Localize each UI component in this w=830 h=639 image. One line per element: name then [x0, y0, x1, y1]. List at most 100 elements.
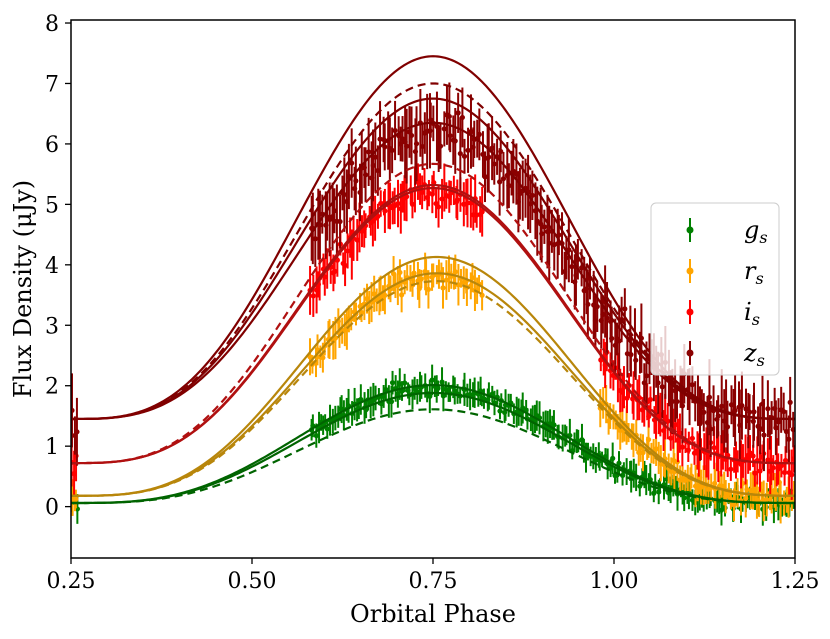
data-point	[752, 470, 758, 476]
data-point	[418, 276, 424, 282]
data-point	[674, 398, 680, 405]
legend-label: zs	[743, 339, 765, 370]
data-point	[689, 435, 695, 441]
legend-label-subscript: s	[755, 269, 763, 288]
legend-label-main: z	[743, 339, 757, 367]
x-tick-label: 1.00	[590, 569, 639, 594]
data-point	[529, 192, 535, 198]
data-point	[789, 472, 795, 478]
data-point	[640, 450, 646, 456]
legend-label-subscript: s	[752, 310, 760, 329]
data-point	[728, 466, 734, 472]
data-point	[437, 143, 444, 149]
model-curve-z-0	[71, 55, 795, 421]
y-axis-label: Flux Density (μJy)	[9, 180, 37, 398]
data-point	[482, 174, 488, 180]
data-point	[342, 262, 348, 269]
model-curve-i-1	[71, 162, 795, 465]
y-tick-label: 8	[45, 12, 59, 37]
data-point	[782, 457, 789, 464]
legend-box	[650, 202, 780, 376]
data-point	[665, 418, 671, 424]
data-point	[375, 213, 381, 219]
data-point	[465, 147, 471, 153]
legend-label-main: i	[744, 298, 752, 326]
axis-ticks: 0.25 0.50 0.75 1.00 1.25 0 1 2 3 4 5 6 7 8	[45, 12, 819, 594]
data-point	[71, 407, 75, 413]
data-point	[461, 153, 468, 159]
data-point	[659, 384, 665, 390]
data-point	[388, 399, 395, 405]
plot-content	[71, 55, 795, 526]
legend-entry-z: zs	[686, 339, 765, 370]
x-tick-label: 0.75	[409, 569, 458, 594]
data-point	[382, 208, 388, 214]
data-point	[389, 380, 396, 386]
model-curve-z-1	[71, 82, 795, 421]
data-point	[362, 172, 369, 178]
data-point	[616, 338, 622, 344]
data-point	[653, 446, 659, 452]
model-curve-r-0	[71, 255, 795, 497]
y-tick-label: 6	[45, 133, 59, 158]
data-point	[778, 463, 785, 469]
data-point	[790, 426, 795, 433]
data-point	[506, 183, 512, 189]
data-point	[452, 138, 458, 144]
data-point	[610, 455, 616, 461]
data-point	[498, 148, 504, 155]
data-point	[773, 425, 779, 431]
data-point	[546, 240, 552, 246]
legend-label-main: r	[744, 257, 757, 285]
legend-entry-i: is	[686, 298, 760, 329]
legend-marker	[686, 349, 694, 357]
data-point	[457, 150, 463, 157]
data-point	[440, 393, 446, 399]
data-point	[679, 403, 686, 409]
data-point	[399, 292, 405, 298]
data-point	[750, 453, 756, 459]
data-point	[402, 380, 408, 386]
data-point	[723, 494, 729, 500]
x-axis-label: Orbital Phase	[350, 600, 516, 628]
series-r-points	[71, 252, 795, 524]
x-tick-label: 1.25	[771, 569, 820, 594]
data-point	[443, 277, 450, 283]
data-point	[711, 445, 717, 451]
legend-label-subscript: s	[759, 228, 767, 247]
data-point	[706, 394, 713, 400]
data-point	[655, 380, 661, 386]
data-point	[628, 352, 634, 358]
data-point	[382, 144, 388, 150]
data-point	[770, 465, 776, 471]
series-z-models	[71, 55, 795, 421]
data-point	[708, 426, 714, 432]
data-point	[761, 432, 767, 438]
data-point	[332, 268, 338, 274]
data-point	[382, 292, 388, 298]
legend-label: rs	[744, 257, 764, 288]
data-point	[646, 413, 652, 420]
data-point	[392, 127, 398, 134]
data-point	[500, 176, 507, 182]
data-point	[397, 269, 403, 276]
data-point	[765, 406, 771, 412]
data-point	[757, 468, 763, 474]
data-point	[419, 189, 425, 195]
y-tick-label: 4	[45, 254, 59, 279]
data-point	[459, 114, 465, 121]
data-point	[775, 419, 782, 425]
data-point	[637, 483, 643, 489]
data-point	[383, 386, 389, 393]
series-g-models	[71, 384, 795, 505]
data-point	[313, 433, 319, 439]
data-point	[435, 385, 441, 391]
data-point	[486, 154, 492, 160]
series-i-models	[71, 162, 795, 465]
data-point	[633, 357, 639, 363]
data-point	[409, 201, 416, 207]
data-point	[719, 403, 725, 409]
data-point	[744, 486, 750, 493]
legend-marker	[686, 308, 694, 316]
data-point	[662, 414, 668, 420]
